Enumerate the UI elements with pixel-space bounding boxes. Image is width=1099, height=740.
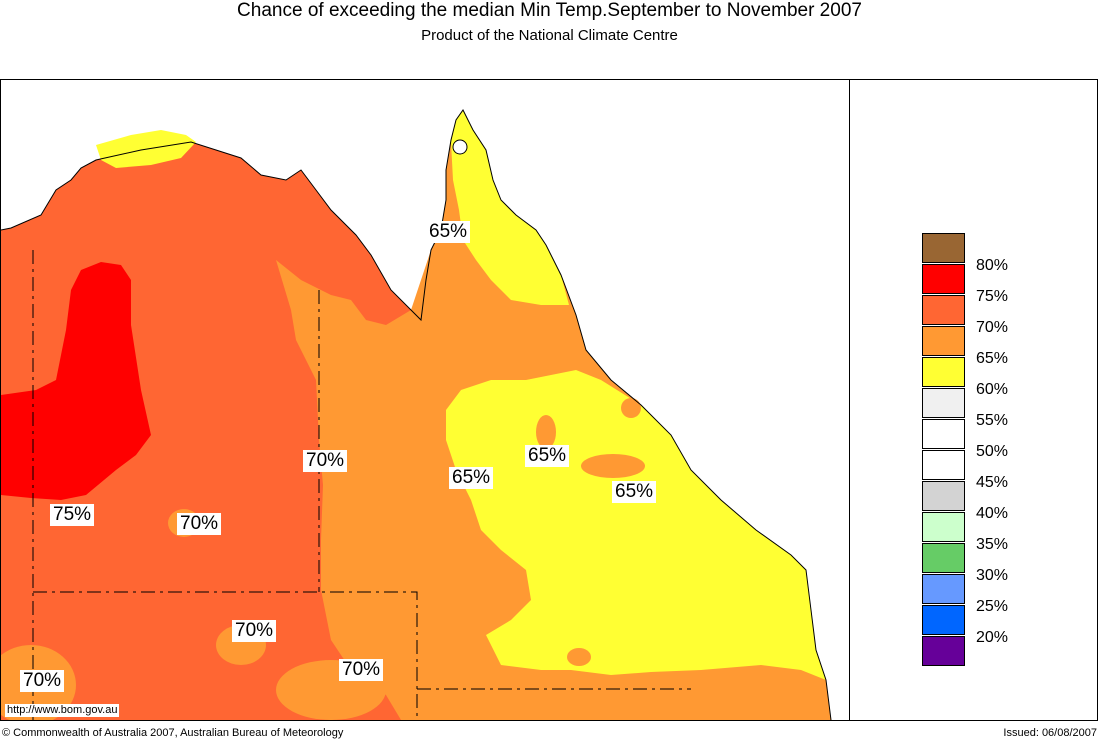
copyright-text: © Commonwealth of Australia 2007, Austra… [2,727,344,739]
legend-label: 80% [976,257,1009,274]
land-75-region [1,262,151,500]
legend-swatch [922,233,965,263]
legend-label: 65% [976,350,1009,367]
spot-white-lake [452,139,468,155]
legend-label: 70% [976,319,1009,336]
legend-swatch [922,295,965,325]
legend-label: 45% [976,474,1009,491]
legend-label: 20% [976,629,1009,646]
legend-label: 35% [976,536,1009,553]
map-frame [0,79,1098,721]
spot-65-b [581,454,645,478]
legend-swatch [922,450,965,480]
map-svg [1,109,832,720]
issued-date: Issued: 06/08/2007 [1003,727,1097,739]
legend-swatch [922,388,965,418]
label-nt-east: 70% [303,450,348,472]
label-nt-west: 75% [50,504,95,526]
legend-swatch [922,636,965,666]
legend-swatch [922,357,965,387]
legend-label: 30% [976,567,1009,584]
legend-swatch [922,419,965,449]
label-central-qld-left: 65% [449,467,494,489]
panel-divider [849,80,850,720]
legend-swatch [922,543,965,573]
spot-65-d [567,648,591,666]
label-nt-center: 70% [177,513,222,535]
legend-label: 75% [976,288,1009,305]
legend-swatch [922,512,965,542]
source-url[interactable]: http://www.bom.gov.au [5,704,120,717]
map-panel: 65% 65% 65% 65% 70% 70% 75% 70% 70% 70% [1,80,849,720]
state-border-sa-qld [33,591,418,720]
label-cape-york: 65% [426,221,471,243]
label-central-qld-mid: 65% [525,445,570,467]
label-far-southwest: 70% [20,670,65,692]
legend-label: 25% [976,598,1009,615]
legend-swatch [922,264,965,294]
map-subtitle: Product of the National Climate Centre [421,27,678,44]
legend-label: 40% [976,505,1009,522]
spot-65-a [536,415,556,449]
spot-65-c [621,398,641,418]
legend-swatch [922,481,965,511]
label-central-qld-right: 65% [612,481,657,503]
legend-label: 50% [976,443,1009,460]
coastline [1,109,832,720]
legend-swatch [922,574,965,604]
label-nt-south: 70% [232,620,277,642]
land-60-capeyork [451,110,569,305]
legend-label: 60% [976,381,1009,398]
legend-swatch [922,326,965,356]
label-sa-north: 70% [339,659,384,681]
map-title: Chance of exceeding the median Min Temp.… [237,0,862,21]
legend-swatch [922,605,965,635]
legend-label: 55% [976,412,1009,429]
